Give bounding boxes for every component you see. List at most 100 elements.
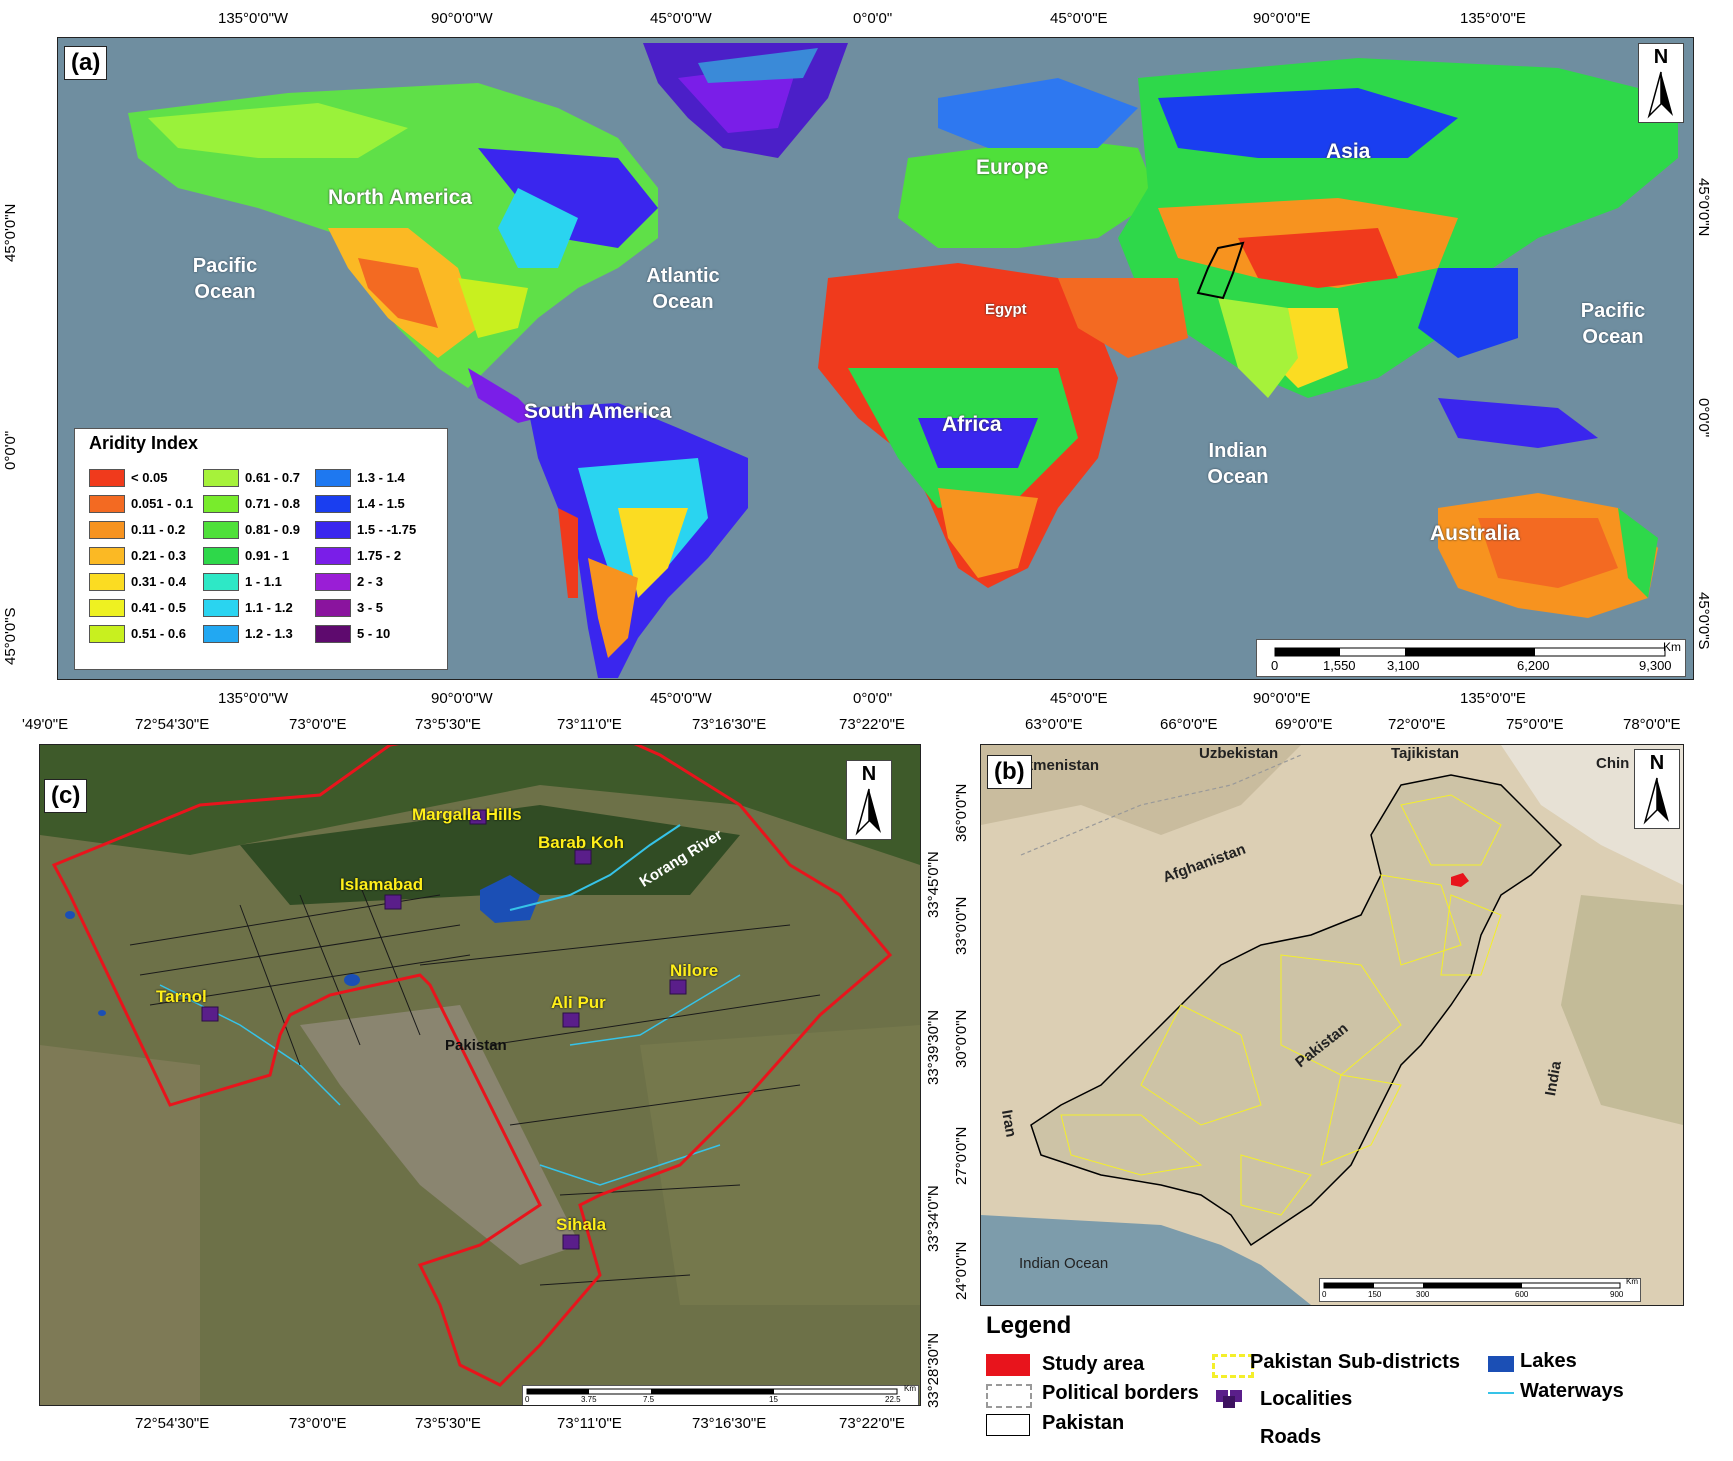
legend-roads: Roads bbox=[1260, 1426, 1322, 1448]
aridity-label: 1.75 - 2 bbox=[357, 548, 402, 563]
panel-c-north-arrow: N bbox=[846, 760, 892, 840]
aridity-label: 1.3 - 1.4 bbox=[357, 470, 405, 485]
scalebar-label-0: 0 bbox=[1271, 658, 1279, 673]
label-egypt: Egypt bbox=[985, 301, 1027, 318]
scalebar-c-label-4: 22.5 bbox=[885, 1395, 901, 1404]
b-top-tick-5: 78°0'0"E bbox=[1623, 716, 1681, 733]
a-right-tick-1: 0°0'0" bbox=[1695, 398, 1712, 438]
aridity-swatch bbox=[89, 599, 125, 617]
aridity-label: 0.11 - 0.2 bbox=[131, 522, 186, 537]
legend-lakes: Lakes bbox=[1520, 1350, 1577, 1372]
aridity-swatch bbox=[203, 495, 239, 513]
aridity-swatch bbox=[203, 625, 239, 643]
a-top-tick-5: 90°0'0"E bbox=[1253, 10, 1311, 27]
label-africa: Africa bbox=[942, 413, 1002, 436]
locality-margalla-hills: Margalla Hills bbox=[412, 805, 522, 824]
aridity-label: < 0.05 bbox=[131, 470, 168, 485]
aridity-label: 1.5 - -1.75 bbox=[357, 522, 417, 537]
aridity-swatch bbox=[89, 547, 125, 565]
locality-nilore: Nilore bbox=[670, 961, 719, 980]
aridity-label: 1.4 - 1.5 bbox=[357, 496, 405, 511]
b-top-tick-3: 72°0'0"E bbox=[1388, 716, 1446, 733]
a-left-tick-1: 0°0'0" bbox=[2, 430, 19, 470]
scalebar-c-label-1: 3.75 bbox=[581, 1395, 597, 1404]
scalebar-unit: Km bbox=[1663, 640, 1681, 654]
c-bottom-tick-0: 72°54'30"E bbox=[135, 1415, 210, 1432]
c-top-tick-6: 73°22'0"E bbox=[839, 716, 905, 733]
a-bottom-tick-6: 135°0'0"E bbox=[1460, 690, 1526, 707]
aridity-swatch bbox=[315, 547, 351, 565]
aridity-label: 1 - 1.1 bbox=[245, 574, 282, 589]
c-top-tick-5: 73°16'30"E bbox=[692, 716, 767, 733]
aridity-swatch bbox=[203, 573, 239, 591]
scalebar-b-label-1: 150 bbox=[1368, 1290, 1382, 1299]
scalebar-b-unit: Km bbox=[1626, 1277, 1638, 1286]
aridity-label: 5 - 10 bbox=[357, 626, 391, 641]
scalebar-label-1: 1,550 bbox=[1323, 658, 1356, 673]
aridity-label: 0.61 - 0.7 bbox=[245, 470, 300, 485]
b-left-tick-4: 24°0'0"N bbox=[953, 1241, 970, 1300]
a-bottom-tick-0: 135°0'0"W bbox=[218, 690, 289, 707]
aridity-swatch bbox=[315, 469, 351, 487]
lake-small-2 bbox=[65, 911, 75, 919]
a-right-tick-0: 45°0'0"N bbox=[1695, 178, 1712, 237]
aridity-swatch bbox=[203, 599, 239, 617]
legend-study-area-swatch bbox=[986, 1354, 1030, 1376]
panel-a-world-map: North America South America Europe Asia … bbox=[57, 37, 1694, 680]
aridity-swatch bbox=[89, 573, 125, 591]
label-china: Chin bbox=[1596, 755, 1630, 772]
study-area-imagery bbox=[40, 745, 920, 1405]
aridity-swatch bbox=[89, 625, 125, 643]
aridity-swatch bbox=[315, 573, 351, 591]
north-label: N bbox=[1653, 46, 1669, 68]
aridity-label: 3 - 5 bbox=[357, 600, 384, 615]
scalebar-graphic-b bbox=[1323, 1282, 1621, 1289]
scalebar-c-label-0: 0 bbox=[525, 1395, 530, 1404]
c-right-tick-3: 33°28'30"N bbox=[925, 1332, 942, 1408]
north-arrow-icon bbox=[1643, 777, 1669, 825]
a-bottom-tick-5: 90°0'0"E bbox=[1253, 690, 1311, 707]
aridity-label: 0.81 - 0.9 bbox=[245, 522, 300, 537]
label-uzbekistan: Uzbekistan bbox=[1199, 745, 1279, 762]
north-arrow-icon bbox=[855, 788, 881, 836]
scalebar-b-label-4: 900 bbox=[1610, 1290, 1624, 1299]
c-bottom-tick-2: 73°5'30"E bbox=[415, 1415, 481, 1432]
legend-political-borders-swatch bbox=[986, 1384, 1032, 1408]
aridity-label: 0.41 - 0.5 bbox=[131, 600, 186, 615]
lake-small-1 bbox=[344, 974, 360, 986]
c-right-tick-1: 33°39'30"N bbox=[925, 1009, 942, 1085]
legend-lakes-swatch bbox=[1488, 1356, 1514, 1372]
scalebar-b-label-3: 600 bbox=[1515, 1290, 1529, 1299]
c-bottom-tick-1: 73°0'0"E bbox=[289, 1415, 347, 1432]
panel-c-label: (c) bbox=[44, 779, 88, 813]
label-asia: Asia bbox=[1326, 140, 1371, 163]
aridity-swatch bbox=[315, 521, 351, 539]
label-tajikistan: Tajikistan bbox=[1391, 745, 1460, 762]
b-left-tick-1: 33°0'0"N bbox=[953, 896, 970, 955]
a-top-tick-0: 135°0'0"W bbox=[218, 10, 289, 27]
c-top-tick-4: 73°11'0"E bbox=[557, 716, 622, 733]
b-left-tick-3: 27°0'0"N bbox=[953, 1126, 970, 1185]
aridity-label: 2 - 3 bbox=[357, 574, 384, 589]
scalebar-c-label-2: 7.5 bbox=[643, 1395, 655, 1404]
arabian-sea bbox=[981, 1215, 1311, 1305]
legend-pakistan-swatch bbox=[986, 1414, 1030, 1436]
c-right-tick-2: 33°34'0"N bbox=[925, 1185, 942, 1252]
scalebar-label-4: 9,300 bbox=[1639, 658, 1672, 673]
locality-barab-koh: Barab Koh bbox=[538, 833, 624, 852]
panel-b-scalebar: Km 0 150 300 600 900 bbox=[1319, 1277, 1641, 1302]
b-top-tick-1: 66°0'0"E bbox=[1160, 716, 1218, 733]
scalebar-graphic-c bbox=[526, 1388, 898, 1395]
lake-rawal bbox=[480, 875, 540, 923]
label-atlantic-ocean: Atlantic Ocean bbox=[646, 265, 720, 313]
panel-a-label: (a) bbox=[64, 46, 108, 80]
panel-b-pakistan-map: rkmenistan Uzbekistan Tajikistan Chin Af… bbox=[980, 744, 1684, 1306]
c-top-tick-1: 72°54'30"E bbox=[135, 716, 210, 733]
aridity-swatch bbox=[203, 547, 239, 565]
label-pacific-ocean-left: Pacific Ocean bbox=[192, 255, 258, 303]
aridity-label: 1.2 - 1.3 bbox=[245, 626, 293, 641]
aridity-swatch bbox=[89, 495, 125, 513]
a-bottom-tick-4: 45°0'0"E bbox=[1050, 690, 1108, 707]
a-bottom-tick-3: 0°0'0" bbox=[853, 690, 893, 707]
scalebar-b-label-2: 300 bbox=[1416, 1290, 1430, 1299]
